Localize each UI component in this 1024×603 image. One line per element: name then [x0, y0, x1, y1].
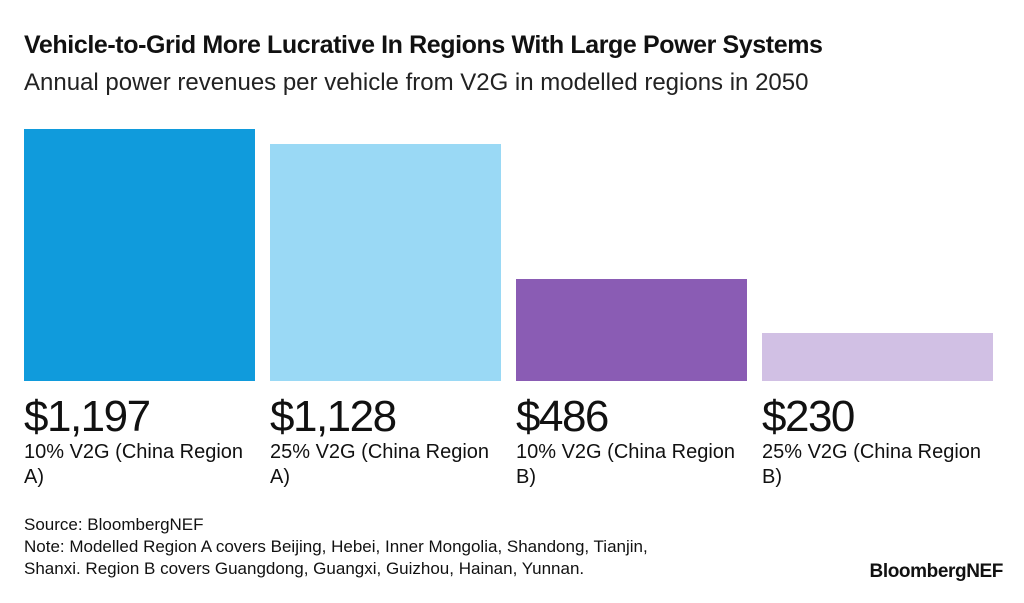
category-label: 10% V2G (China Region A)	[24, 441, 244, 488]
category-label: 10% V2G (China Region B)	[516, 441, 736, 488]
bar	[24, 129, 255, 381]
category-label: 25% V2G (China Region B)	[762, 441, 982, 488]
note-line-1: Note: Modelled Region A covers Beijing, …	[24, 537, 648, 556]
chart-footer: Source: BloombergNEF Note: Modelled Regi…	[24, 514, 824, 580]
bar-value-label: $486	[516, 392, 609, 441]
bar-value-label: $1,197	[24, 392, 151, 441]
source-note: Source: BloombergNEF	[24, 515, 204, 534]
category-label: 25% V2G (China Region A)	[270, 441, 490, 488]
chart-subtitle: Annual power revenues per vehicle from V…	[24, 69, 809, 96]
bar	[516, 279, 747, 381]
brand-logo: BloombergNEF	[869, 561, 1004, 582]
note-line-2: Shanxi. Region B covers Guangdong, Guang…	[24, 559, 585, 578]
bar-value-label: $1,128	[270, 392, 397, 441]
chart-title: Vehicle-to-Grid More Lucrative In Region…	[24, 31, 823, 59]
bar-chart: $1,197 10% V2G (China Region A) $1,128 25% …	[24, 129, 993, 488]
bar	[762, 333, 993, 381]
bar-value-label: $230	[762, 392, 855, 441]
bar	[270, 144, 501, 381]
